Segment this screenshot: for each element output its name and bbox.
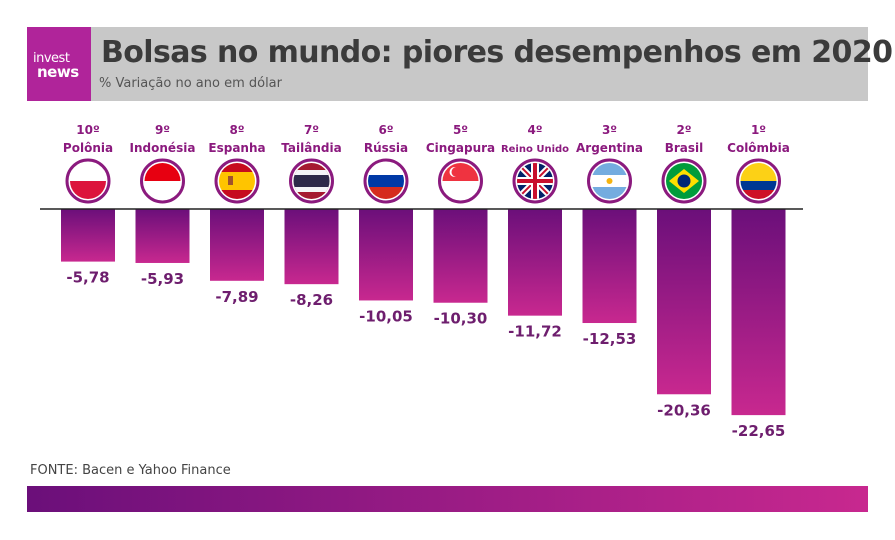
country-label: Brasil bbox=[665, 141, 704, 155]
source-note: FONTE: Bacen e Yahoo Finance bbox=[30, 463, 231, 478]
bar bbox=[284, 209, 339, 285]
bar bbox=[731, 209, 786, 416]
poland-flag bbox=[70, 163, 106, 199]
country-label: Polônia bbox=[63, 141, 113, 155]
country-label: Colômbia bbox=[727, 141, 790, 155]
rank-label: 10º bbox=[76, 123, 100, 137]
rank-label: 1º bbox=[751, 123, 766, 137]
country-label: Rússia bbox=[364, 141, 408, 155]
value-label: -22,65 bbox=[732, 422, 786, 440]
bar bbox=[657, 209, 711, 395]
header: Bolsas no mundo: piores desempenhos em 2… bbox=[91, 27, 893, 101]
rank-label: 2º bbox=[676, 123, 691, 137]
rank-label: 3º bbox=[602, 123, 617, 137]
value-label: -12,53 bbox=[583, 330, 637, 348]
rank-label: 8º bbox=[229, 123, 244, 137]
bar bbox=[433, 209, 488, 303]
uk-flag bbox=[517, 163, 553, 199]
logo-line1: invest bbox=[33, 51, 70, 66]
chart-title: Bolsas no mundo: piores desempenhos em 2… bbox=[101, 35, 893, 70]
country-label: Cingapura bbox=[426, 141, 495, 155]
value-label: -8,26 bbox=[290, 291, 333, 309]
bar bbox=[210, 209, 264, 281]
country-label: Reino Unido bbox=[501, 144, 569, 155]
rank-label: 7º bbox=[304, 123, 319, 137]
rank-label: 4º bbox=[527, 123, 542, 137]
bar bbox=[508, 209, 562, 316]
country-label: Espanha bbox=[208, 141, 265, 155]
colombia-flag bbox=[740, 163, 777, 199]
value-label: -11,72 bbox=[508, 323, 562, 341]
logo-line2: news bbox=[37, 63, 79, 81]
value-label: -7,89 bbox=[215, 288, 258, 306]
bar bbox=[61, 209, 115, 262]
investnews-logo: invest news bbox=[27, 27, 91, 101]
value-label: -10,05 bbox=[359, 307, 413, 325]
thailand-flag bbox=[293, 163, 330, 199]
spain-flag bbox=[219, 163, 255, 199]
footer-bar bbox=[27, 486, 868, 512]
russia-flag bbox=[368, 163, 404, 199]
bar bbox=[135, 209, 190, 263]
country-label: Indonésia bbox=[130, 141, 196, 155]
rank-label: 6º bbox=[378, 123, 393, 137]
rank-label: 5º bbox=[453, 123, 468, 137]
singapore-flag bbox=[442, 163, 479, 199]
indonesia-flag bbox=[144, 163, 181, 199]
value-label: -5,93 bbox=[141, 270, 184, 288]
country-label: Tailândia bbox=[281, 141, 341, 155]
value-label: -10,30 bbox=[434, 310, 488, 328]
argentina-flag bbox=[591, 163, 628, 199]
bar bbox=[582, 209, 637, 324]
chart-subtitle: % Variação no ano em dólar bbox=[99, 76, 282, 91]
value-label: -20,36 bbox=[657, 401, 711, 419]
rank-label: 9º bbox=[155, 123, 170, 137]
country-label: Argentina bbox=[576, 141, 643, 155]
brazil-flag bbox=[666, 163, 702, 199]
value-label: -5,78 bbox=[66, 269, 109, 287]
bar bbox=[359, 209, 413, 301]
